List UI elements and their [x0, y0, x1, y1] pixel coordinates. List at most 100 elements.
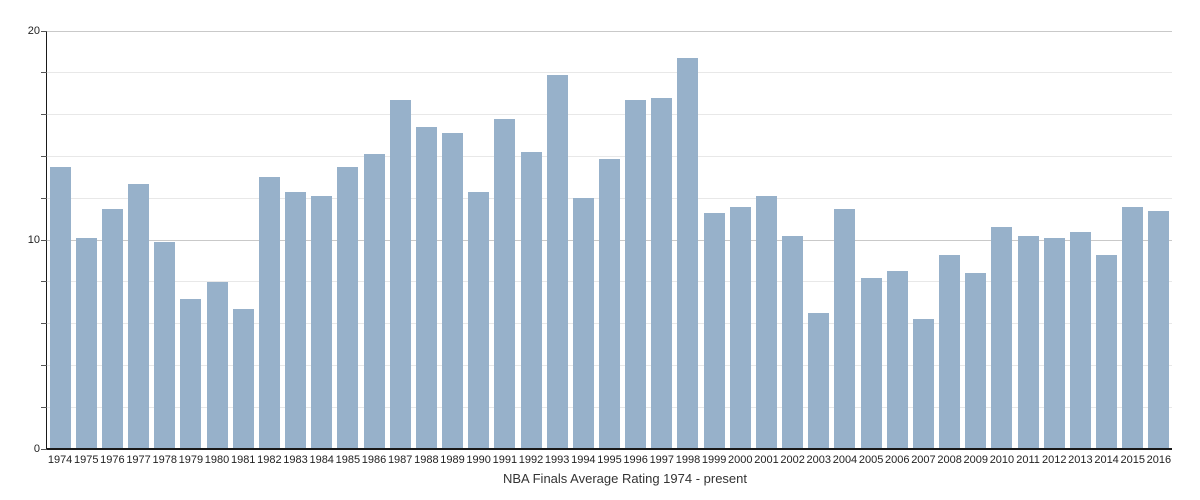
x-axis-label: 1985: [335, 454, 361, 466]
bar-1988: [415, 127, 437, 449]
bar-2014: [1096, 254, 1118, 449]
bar-1991: [494, 118, 516, 449]
y-axis-tick: [41, 72, 47, 74]
bar-1996: [625, 99, 647, 449]
x-axis-label: 2001: [754, 454, 779, 466]
x-axis-label: 2009: [963, 454, 988, 466]
x-axis-baseline: [46, 448, 1172, 450]
x-axis-label: 1982: [257, 454, 282, 466]
x-axis-label: 1989: [440, 454, 465, 466]
y-axis-tick: [41, 239, 47, 241]
bar-2004: [834, 208, 856, 449]
bar-1987: [389, 99, 411, 449]
bar-2016: [1148, 210, 1170, 449]
bar-1985: [337, 166, 359, 449]
y-axis-label: 20: [27, 25, 40, 37]
x-axis-label: 2010: [989, 454, 1015, 466]
x-axis-label: 2013: [1068, 454, 1093, 466]
bar-1984: [311, 196, 333, 449]
y-axis-tick: [41, 406, 47, 408]
y-axis-label: 10: [27, 234, 40, 246]
x-axis-label: 2004: [832, 454, 858, 466]
x-axis-label: 1987: [387, 454, 413, 466]
x-axis-label: 1990: [466, 454, 491, 466]
x-axis-label: 2014: [1094, 454, 1119, 466]
x-axis-label: 1992: [518, 454, 544, 466]
x-axis-label: 2006: [885, 454, 910, 466]
y-axis-tick: [41, 281, 47, 283]
bar-1980: [206, 281, 228, 449]
bar-1983: [285, 191, 307, 449]
bar-1975: [75, 237, 97, 449]
minor-gridline: [47, 72, 1172, 74]
x-axis-label: 2007: [911, 454, 936, 466]
x-axis-label: 2016: [1146, 454, 1172, 466]
x-axis-label: 2002: [780, 454, 805, 466]
bar-2001: [755, 196, 777, 449]
minor-gridline: [47, 155, 1172, 157]
bar-1994: [572, 198, 594, 449]
bar-2010: [991, 227, 1013, 449]
bar-1981: [232, 308, 254, 449]
x-axis-label: 2012: [1042, 454, 1067, 466]
x-axis-label: 1979: [178, 454, 204, 466]
y-axis-tick: [41, 448, 47, 450]
x-axis-label: 1977: [126, 454, 151, 466]
x-axis-label: 2008: [937, 454, 962, 466]
bar-1999: [703, 212, 725, 449]
bar-1993: [546, 74, 568, 449]
bar-1986: [363, 154, 385, 449]
x-axis-label: 1988: [414, 454, 439, 466]
bar-1979: [180, 298, 202, 449]
bar-2003: [808, 313, 830, 449]
bar-2013: [1069, 231, 1091, 449]
bar-1976: [101, 208, 123, 449]
x-axis-label: 1995: [597, 454, 622, 466]
bar-2009: [965, 273, 987, 449]
bar-1992: [520, 152, 542, 449]
bar-2000: [729, 206, 751, 449]
x-axis-label: 1976: [100, 454, 125, 466]
y-axis-tick: [41, 323, 47, 325]
x-axis-label: 1975: [73, 454, 99, 466]
x-axis-label: 1984: [309, 454, 334, 466]
y-axis-tick: [41, 30, 47, 32]
x-axis-label: 2015: [1120, 454, 1145, 466]
bar-1977: [128, 183, 150, 449]
bar-1997: [651, 97, 673, 449]
y-axis-tick: [41, 364, 47, 366]
x-axis-label: 1974: [47, 454, 73, 466]
x-axis-label: 1981: [230, 454, 256, 466]
x-axis-label: 1997: [649, 454, 675, 466]
x-axis-label: 1996: [623, 454, 648, 466]
bar-1995: [599, 158, 620, 449]
bar-2005: [860, 277, 882, 449]
y-axis-label: 0: [33, 443, 40, 455]
bar-2008: [939, 254, 961, 449]
y-axis-tick: [41, 155, 47, 157]
x-axis-label: 1999: [701, 454, 727, 466]
x-axis-label: 1986: [361, 454, 387, 466]
bar-2012: [1043, 237, 1065, 449]
x-axis-label: 2000: [728, 454, 753, 466]
bar-1990: [468, 191, 490, 449]
x-axis-label: 1998: [675, 454, 701, 466]
x-axis-label: 1991: [492, 454, 518, 466]
x-axis-label: 2005: [858, 454, 884, 466]
bar-2011: [1017, 235, 1039, 449]
x-axis-label: 2011: [1016, 454, 1040, 466]
bar-1982: [258, 177, 280, 449]
bar-2007: [912, 319, 934, 449]
x-axis-label: 1983: [283, 454, 308, 466]
x-axis-label: 1980: [204, 454, 230, 466]
x-axis-label: 2003: [806, 454, 832, 466]
bar-2006: [886, 271, 908, 449]
bar-1989: [442, 133, 464, 449]
plot-area: [47, 30, 1172, 449]
y-axis-tick: [41, 197, 47, 199]
bar-1998: [677, 58, 699, 449]
y-axis-tick: [41, 114, 47, 116]
bar-1978: [154, 242, 176, 449]
bar-2002: [782, 235, 804, 449]
bar-2015: [1122, 206, 1144, 449]
